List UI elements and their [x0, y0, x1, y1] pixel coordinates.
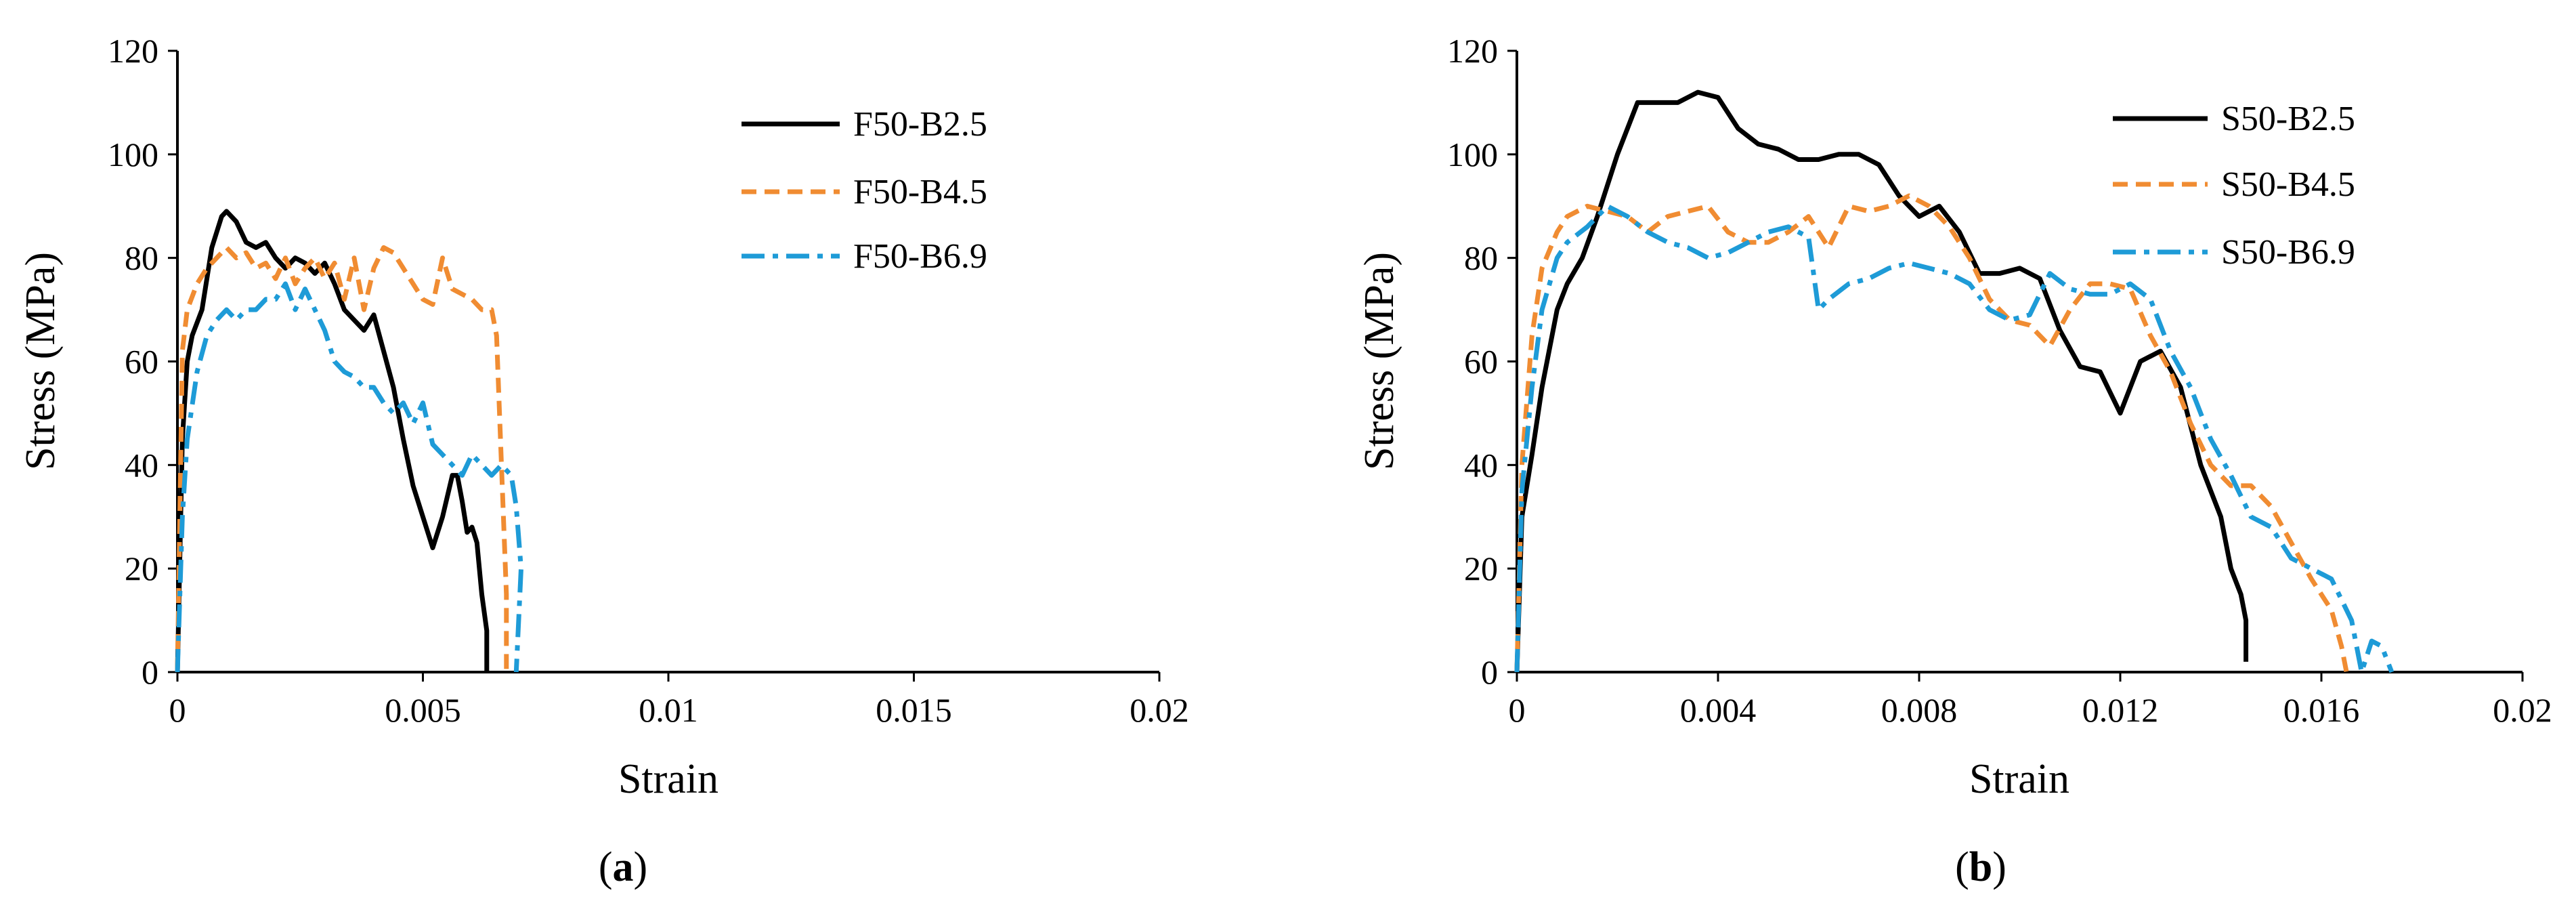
x-tick-label-b-5: 0.02 — [2493, 691, 2552, 729]
caption-a-close: ) — [634, 844, 648, 890]
caption-b: (b) — [1955, 844, 2006, 890]
x-tick-label-a-2: 0.01 — [639, 691, 698, 729]
y-tick-label-a-3: 60 — [125, 343, 158, 381]
x-tick-label-b-1: 0.004 — [1680, 691, 1757, 729]
y-tick-label-b-2: 40 — [1464, 446, 1498, 484]
y-axis-label-b: Stress (MPa) — [1356, 252, 1402, 470]
caption-b-open: ( — [1955, 844, 1969, 890]
y-tick-label-a-2: 40 — [125, 446, 158, 484]
y-tick-label-b-1: 20 — [1464, 549, 1498, 587]
series-line-b-s50-b6-9 — [1514, 203, 2395, 675]
y-ticks-b: 0 20 40 60 80 100 120 — [1447, 32, 1517, 691]
plot-area-b — [1516, 51, 2523, 673]
series-line-b-s50-b2-5 — [1514, 89, 2249, 673]
y-tick-label-a-6: 120 — [108, 32, 158, 70]
x-axis-label-a: Strain — [618, 756, 718, 802]
y-tick-label-a-4: 80 — [125, 239, 158, 277]
series-line-a-f50-b2-5 — [175, 209, 490, 673]
y-tick-label-b-5: 100 — [1447, 136, 1498, 173]
series-line-a-f50-b6-9 — [175, 281, 523, 673]
x-tick-label-b-0: 0 — [1509, 691, 1526, 729]
legend-b: S50-B2.5 S50-B4.5 S50-B6.9 — [2113, 100, 2355, 272]
series-group-a — [175, 209, 523, 673]
caption-b-letter: b — [1969, 844, 1992, 890]
x-tick-label-a-4: 0.02 — [1130, 691, 1189, 729]
chart-panel-b: 0 0.004 0.008 0.012 0.016 0.02 0 20 40 60 80 100 12… — [1356, 32, 2552, 890]
x-tick-label-a-3: 0.015 — [876, 691, 952, 729]
series-group-b — [1514, 89, 2395, 675]
y-tick-label-a-0: 0 — [142, 653, 158, 691]
x-tick-label-b-2: 0.008 — [1881, 691, 1958, 729]
legend-label-b-2: S50-B6.9 — [2221, 233, 2355, 272]
legend-label-b-0: S50-B2.5 — [2221, 100, 2355, 138]
x-ticks-b: 0 0.004 0.008 0.012 0.016 0.02 — [1509, 672, 2552, 729]
caption-a: (a) — [599, 844, 647, 890]
caption-a-letter: a — [613, 844, 634, 890]
x-tick-label-a-0: 0 — [169, 691, 186, 729]
caption-a-open: ( — [599, 844, 613, 890]
y-tick-label-b-4: 80 — [1464, 239, 1498, 277]
plot-area-a — [176, 51, 1159, 673]
caption-b-close: ) — [1992, 844, 2006, 890]
legend-label-a-2: F50-B6.9 — [853, 237, 987, 276]
y-tick-label-a-1: 20 — [125, 549, 158, 587]
chart-panel-a: 0 0.005 0.01 0.015 0.02 0 20 40 60 80 100 120 Stra… — [18, 32, 1189, 890]
y-tick-label-b-3: 60 — [1464, 343, 1498, 381]
x-axis-label-b: Strain — [1969, 756, 2069, 802]
x-tick-label-b-3: 0.012 — [2082, 691, 2159, 729]
y-tick-label-b-0: 0 — [1481, 653, 1498, 691]
x-ticks-a: 0 0.005 0.01 0.015 0.02 — [169, 672, 1189, 729]
series-line-a-f50-b4-5 — [175, 245, 509, 673]
legend-a: F50-B2.5 F50-B4.5 F50-B6.9 — [742, 105, 987, 276]
legend-label-a-1: F50-B4.5 — [853, 173, 987, 211]
x-tick-label-a-1: 0.005 — [385, 691, 461, 729]
y-tick-label-b-6: 120 — [1447, 32, 1498, 70]
legend-label-a-0: F50-B2.5 — [853, 105, 987, 144]
y-axis-label-a: Stress (MPa) — [18, 252, 64, 470]
y-ticks-a: 0 20 40 60 80 100 120 — [108, 32, 177, 691]
y-tick-label-a-5: 100 — [108, 136, 158, 173]
legend-label-b-1: S50-B4.5 — [2221, 165, 2355, 204]
x-tick-label-b-4: 0.016 — [2283, 691, 2360, 729]
